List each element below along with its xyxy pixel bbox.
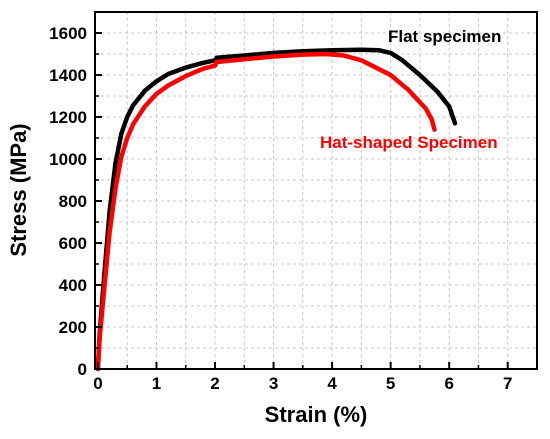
series-label-hat-shaped-specimen: Hat-shaped Specimen <box>320 133 498 152</box>
y-tick-label: 1400 <box>49 66 87 85</box>
x-tick-label: 7 <box>503 374 512 393</box>
series-line-flat-specimen <box>95 47 458 372</box>
y-tick-label: 1200 <box>49 108 87 127</box>
y-tick-label: 400 <box>59 276 87 295</box>
x-tick-label: 6 <box>444 374 453 393</box>
y-axis-title: Stress (MPa) <box>6 123 31 256</box>
y-tick-label: 800 <box>59 192 87 211</box>
x-tick-label: 5 <box>386 374 395 393</box>
x-tick-label: 0 <box>93 374 102 393</box>
x-axis-title: Strain (%) <box>265 402 368 427</box>
ticks <box>95 32 509 370</box>
tick-labels: 0 1 2 3 4 5 6 7 0 200 400 600 800 1000 1200 1400 1600 <box>49 24 512 393</box>
grid <box>95 12 537 369</box>
y-tick-label: 600 <box>59 234 87 253</box>
y-tick-label: 200 <box>59 318 87 337</box>
x-tick-label: 1 <box>152 374 161 393</box>
plot-frame <box>94 11 538 370</box>
y-tick-label: 1600 <box>49 24 87 43</box>
x-tick-label: 3 <box>269 374 278 393</box>
x-tick-label: 4 <box>327 374 337 393</box>
y-tick-label: 0 <box>78 360 87 379</box>
series-line-hat-shaped-specimen <box>95 51 437 372</box>
y-tick-label: 1000 <box>49 150 87 169</box>
x-tick-label: 2 <box>210 374 219 393</box>
series-group <box>95 47 458 372</box>
series-label-flat-specimen: Flat specimen <box>388 27 501 46</box>
